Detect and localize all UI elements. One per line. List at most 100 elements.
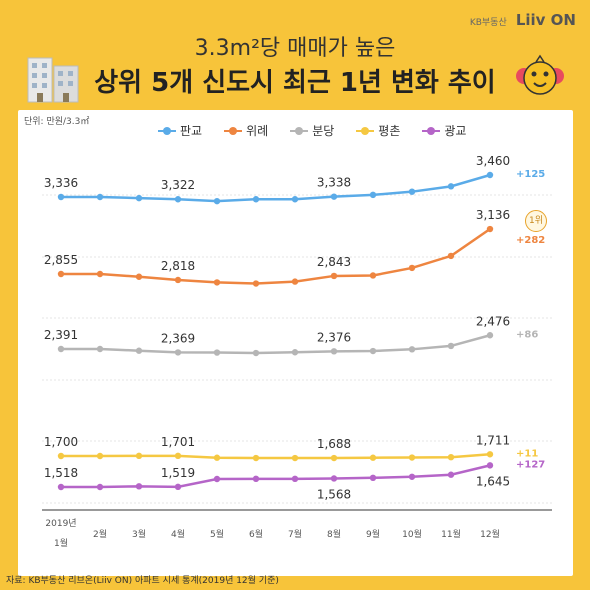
data-label: 1,568 xyxy=(317,487,351,501)
data-point xyxy=(96,483,104,491)
brand-logo: KB부동산 Liiv ON xyxy=(470,10,576,29)
data-label: 3,460 xyxy=(476,154,510,168)
data-label: 3,136 xyxy=(476,208,510,222)
data-point xyxy=(57,452,65,460)
x-tick-label: 2월 xyxy=(93,528,107,540)
legend-item-pangyo: 판교 xyxy=(158,122,202,139)
x-tick-label: 6월 xyxy=(249,528,263,540)
data-point xyxy=(57,270,65,278)
legend-label: 광교 xyxy=(444,124,467,138)
data-point xyxy=(447,453,455,461)
data-point xyxy=(369,347,377,355)
legend-item-bundang: 분당 xyxy=(290,122,334,139)
data-label: 1,518 xyxy=(44,466,78,480)
data-point xyxy=(213,454,221,461)
data-point xyxy=(486,225,494,233)
building-icon xyxy=(27,57,79,103)
data-point xyxy=(408,188,416,195)
data-point xyxy=(369,191,377,199)
data-point xyxy=(135,347,143,354)
data-point xyxy=(486,451,494,458)
data-point xyxy=(369,272,377,279)
data-point xyxy=(408,264,416,272)
data-label: 2,843 xyxy=(317,255,351,269)
mascot-icon xyxy=(516,54,564,95)
data-label: 1,700 xyxy=(44,435,78,449)
unit-label: 단위: 만원/3.3㎡ xyxy=(24,117,90,127)
series-line-4 xyxy=(61,464,491,489)
x-tick-label: 12월 xyxy=(480,528,500,540)
legend-label: 평촌 xyxy=(378,124,401,138)
change-label: +282 xyxy=(516,235,545,246)
legend-label: 위례 xyxy=(246,124,269,138)
series-line-3 xyxy=(61,453,491,460)
data-point xyxy=(213,349,221,356)
data-point xyxy=(330,272,338,280)
data-label: 2,391 xyxy=(44,328,78,342)
data-point xyxy=(174,276,182,284)
data-point xyxy=(330,348,338,355)
data-point xyxy=(213,197,221,205)
data-point xyxy=(252,280,260,287)
change-label: +86 xyxy=(516,329,538,340)
data-point xyxy=(252,454,260,462)
x-tick-label: 9월 xyxy=(366,528,380,540)
data-point xyxy=(174,349,182,356)
x-tick-label: 2019년 xyxy=(45,518,76,529)
legend-item-gwanggyo: 광교 xyxy=(422,122,466,139)
data-point xyxy=(447,471,455,478)
x-tick-label: 4월 xyxy=(171,528,185,540)
data-point xyxy=(291,349,299,356)
data-point xyxy=(135,483,143,490)
data-label: 2,855 xyxy=(44,253,78,267)
data-point xyxy=(135,452,143,460)
data-point xyxy=(447,342,455,350)
data-label: 1,645 xyxy=(476,474,510,488)
x-tick-label: 3월 xyxy=(132,528,146,540)
title-line-1: 3.3m²당 매매가 높은 xyxy=(194,36,396,61)
data-point xyxy=(96,345,104,353)
data-label: 1,711 xyxy=(476,433,510,447)
x-tick-label: 11월 xyxy=(441,528,461,540)
legend-item-pyeongchon: 평촌 xyxy=(356,122,400,139)
data-point xyxy=(369,474,377,482)
data-point xyxy=(96,452,104,460)
rank-badge: 1위 xyxy=(525,210,547,232)
data-point xyxy=(252,349,260,357)
data-point xyxy=(447,183,455,190)
data-point xyxy=(369,454,377,461)
x-tick-label: 7월 xyxy=(288,528,302,540)
data-point xyxy=(174,483,182,491)
change-label: +11 xyxy=(516,448,538,459)
data-point xyxy=(57,345,65,353)
data-label: 3,322 xyxy=(161,178,195,192)
data-point xyxy=(174,196,182,203)
data-point xyxy=(447,252,455,260)
data-label: 2,818 xyxy=(161,259,195,273)
data-label: 2,476 xyxy=(476,314,510,328)
data-point xyxy=(96,270,104,278)
legend-item-wirye: 위례 xyxy=(224,122,268,139)
data-point xyxy=(408,346,416,353)
series-line-2 xyxy=(61,334,491,355)
page-title: 상위 5개 신도시 최근 1년 변화 추이 xyxy=(94,68,496,98)
chart-card xyxy=(18,110,573,576)
legend-label: 분당 xyxy=(312,124,335,138)
data-label: 2,369 xyxy=(161,331,195,345)
data-point xyxy=(291,475,299,483)
brand-name: Liiv ON xyxy=(515,11,576,29)
data-label: 1,688 xyxy=(317,437,351,451)
data-point xyxy=(57,193,65,201)
data-label: 3,336 xyxy=(44,176,78,190)
data-label: 2,376 xyxy=(317,330,351,344)
data-point xyxy=(291,278,299,285)
data-point xyxy=(408,454,416,461)
data-point xyxy=(57,483,65,491)
data-point xyxy=(291,454,299,462)
data-point xyxy=(486,332,494,339)
data-label: 1,519 xyxy=(161,466,195,480)
series-line-0 xyxy=(61,173,491,203)
legend: 판교 위례 분당 평촌 광교 xyxy=(158,122,466,139)
x-tick-label: 5월 xyxy=(210,528,224,540)
